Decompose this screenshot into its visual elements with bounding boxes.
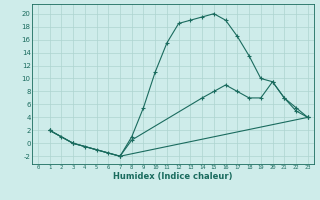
X-axis label: Humidex (Indice chaleur): Humidex (Indice chaleur): [113, 172, 233, 181]
